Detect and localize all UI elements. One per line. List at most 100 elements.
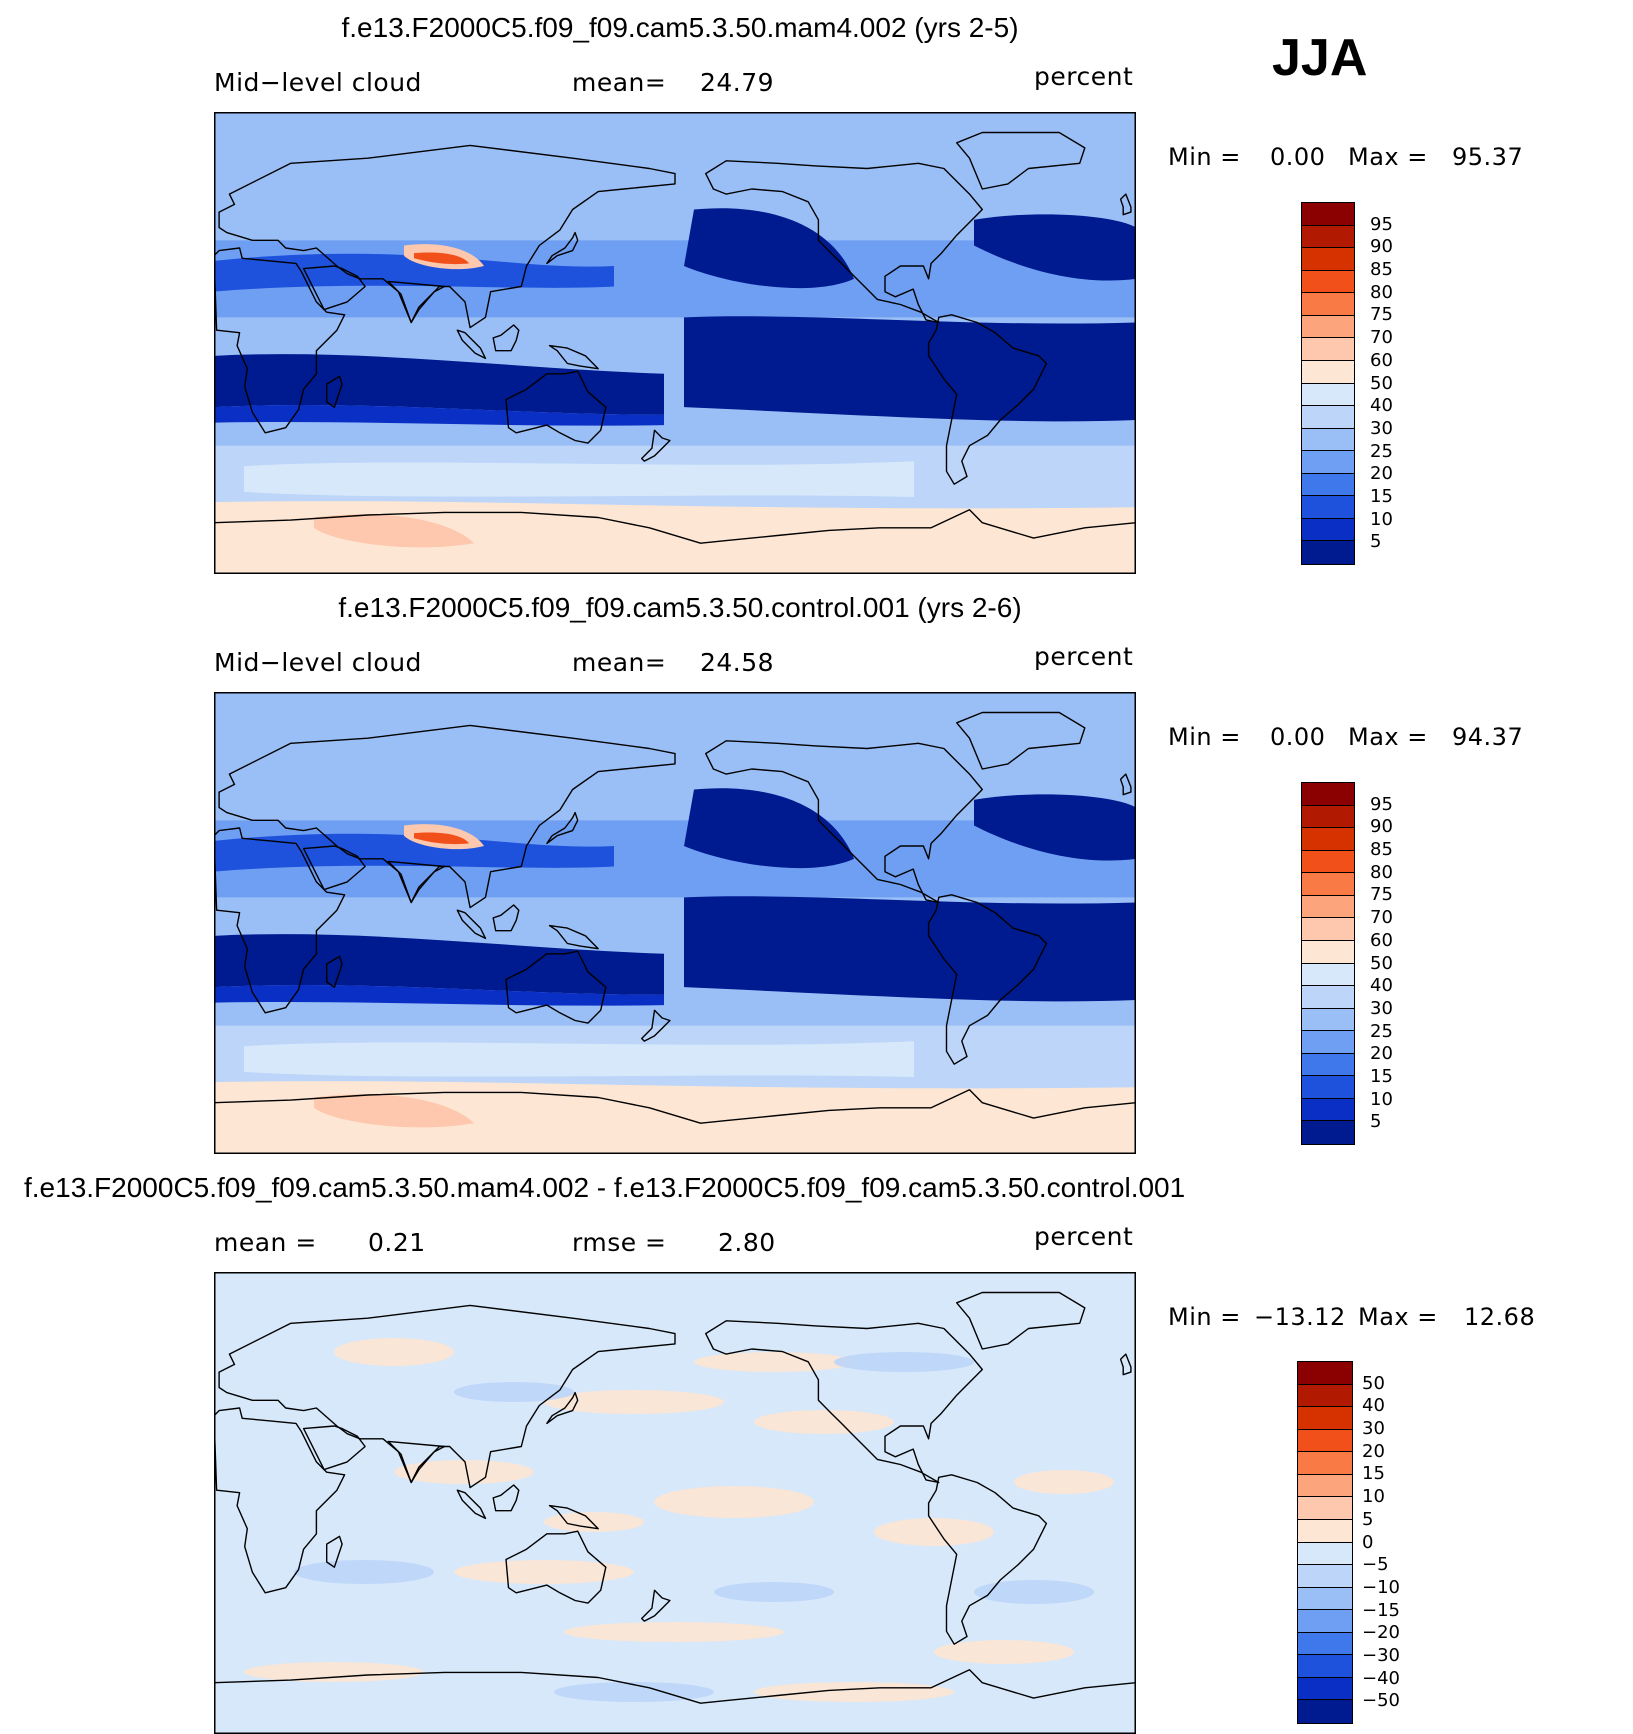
coast-australia bbox=[505, 1530, 607, 1604]
colorbar-tick-label: 15 bbox=[1362, 1463, 1385, 1485]
colorbar-tick-label: 25 bbox=[1370, 1020, 1393, 1042]
panel-3-rmse-label: rmse = bbox=[572, 1228, 667, 1257]
colorbar-swatch bbox=[1302, 406, 1354, 429]
colorbar-tick-label: 10 bbox=[1362, 1486, 1385, 1508]
coast-new-guinea bbox=[548, 924, 599, 950]
panel-1-map bbox=[214, 112, 1136, 574]
colorbar-swatch bbox=[1298, 1384, 1352, 1408]
colorbar-tick-label: 0 bbox=[1362, 1531, 1374, 1553]
coast-north-america bbox=[705, 1320, 983, 1484]
contour-region bbox=[564, 1622, 784, 1642]
coast-borneo bbox=[492, 904, 520, 932]
contour-region bbox=[214, 1081, 1136, 1154]
map-frame bbox=[214, 112, 1136, 574]
panel-1-title: f.e13.F2000C5.f09_f09.cam5.3.50.mam4.002… bbox=[341, 12, 1019, 43]
coast-madagascar bbox=[326, 955, 343, 988]
colorbar-tick-label: 15 bbox=[1370, 485, 1393, 507]
panel-3-min-label: Min = bbox=[1168, 1303, 1241, 1331]
panel-1-max-label: Max = bbox=[1348, 143, 1428, 171]
panel-3-max-value: 12.68 bbox=[1464, 1303, 1536, 1331]
colorbar-tick-label: −50 bbox=[1362, 1690, 1400, 1712]
colorbar-swatch bbox=[1302, 203, 1354, 226]
contour-region bbox=[454, 1560, 634, 1584]
contour-region bbox=[714, 1582, 834, 1602]
contour-region bbox=[544, 1512, 644, 1532]
coast-new-guinea bbox=[548, 344, 599, 370]
contour-region bbox=[334, 1338, 454, 1366]
coast-greenland bbox=[956, 131, 1086, 190]
colorbar-tick-label: 60 bbox=[1370, 929, 1393, 951]
colorbar-tick-label: 85 bbox=[1370, 259, 1393, 281]
colorbar-swatch bbox=[1302, 315, 1354, 339]
colorbar-swatch bbox=[1302, 1053, 1354, 1077]
panel-3-colorbar bbox=[1297, 1361, 1353, 1724]
colorbar-swatch bbox=[1302, 248, 1354, 271]
colorbar-swatch bbox=[1298, 1655, 1352, 1678]
colorbar-tick-label: −15 bbox=[1362, 1599, 1400, 1621]
colorbar-swatch bbox=[1298, 1587, 1352, 1611]
map-frame bbox=[214, 692, 1136, 1154]
colorbar-tick-label: 40 bbox=[1370, 395, 1393, 417]
colorbar-swatch bbox=[1302, 940, 1354, 964]
colorbar-swatch bbox=[1302, 473, 1354, 497]
coast-new-zealand bbox=[641, 1589, 671, 1622]
coast-eurasia bbox=[218, 144, 676, 329]
panel-2-colorbar bbox=[1301, 782, 1355, 1145]
colorbar-swatch bbox=[1302, 850, 1354, 874]
contour-region bbox=[874, 1518, 994, 1546]
colorbar-swatch bbox=[1302, 451, 1354, 474]
contour-region bbox=[414, 252, 469, 265]
coast-antarctica bbox=[214, 1089, 1136, 1154]
contour-region bbox=[694, 1352, 854, 1372]
coast-borneo bbox=[492, 1484, 520, 1512]
panel-1-min-label: Min = bbox=[1168, 143, 1241, 171]
coast-arabia bbox=[302, 265, 366, 311]
colorbar-tick-label: 40 bbox=[1362, 1395, 1385, 1417]
colorbar-swatch bbox=[1302, 1121, 1354, 1144]
contour-region bbox=[244, 461, 914, 497]
colorbar-swatch bbox=[1302, 1076, 1354, 1099]
panel-1-max-value: 95.37 bbox=[1452, 143, 1524, 171]
panel-1-colorbar bbox=[1301, 202, 1355, 565]
coast-antarctica bbox=[214, 509, 1136, 574]
panel-3-mean-value: 0.21 bbox=[368, 1228, 426, 1257]
coast-new-zealand bbox=[641, 1009, 671, 1042]
colorbar-swatch bbox=[1298, 1519, 1352, 1543]
coast-india bbox=[387, 1440, 446, 1484]
coast-india bbox=[387, 860, 446, 904]
colorbar-swatch bbox=[1302, 428, 1354, 452]
panel-2-min-value: 0.00 bbox=[1270, 723, 1326, 751]
panel-3-title: f.e13.F2000C5.f09_f09.cam5.3.50.mam4.002… bbox=[24, 1172, 1186, 1203]
contour-region bbox=[684, 788, 854, 869]
colorbar-swatch bbox=[1302, 383, 1354, 407]
colorbar-tick-label: 85 bbox=[1370, 839, 1393, 861]
contour-region bbox=[314, 1094, 474, 1128]
colorbar-tick-label: 95 bbox=[1370, 213, 1393, 235]
contour-region bbox=[394, 1460, 534, 1484]
colorbar-swatch bbox=[1298, 1700, 1352, 1723]
colorbar-swatch bbox=[1298, 1542, 1352, 1566]
colorbar-swatch bbox=[1298, 1565, 1352, 1588]
colorbar-tick-label: 90 bbox=[1370, 236, 1393, 258]
colorbar-swatch bbox=[1298, 1429, 1352, 1453]
colorbar-swatch bbox=[1302, 225, 1354, 249]
panel-2-max-label: Max = bbox=[1348, 723, 1428, 751]
coast-greenland bbox=[956, 711, 1086, 770]
colorbar-tick-label: −10 bbox=[1362, 1576, 1400, 1598]
coast-africa bbox=[214, 827, 346, 1014]
colorbar-tick-label: 70 bbox=[1370, 327, 1393, 349]
contour-region bbox=[554, 1682, 714, 1702]
coast-japan bbox=[546, 811, 579, 845]
colorbar-tick-label: 30 bbox=[1370, 997, 1393, 1019]
panel-2-units: percent bbox=[1034, 642, 1134, 671]
coast-uk bbox=[1119, 1353, 1132, 1376]
coast-sumatra bbox=[456, 329, 487, 360]
coast-new-zealand bbox=[641, 429, 671, 462]
season-label: JJA bbox=[1272, 29, 1368, 87]
colorbar-tick-label: 5 bbox=[1362, 1508, 1374, 1530]
panel-1-units: percent bbox=[1034, 62, 1134, 91]
colorbar-swatch bbox=[1302, 828, 1354, 851]
colorbar-tick-label: 50 bbox=[1362, 1372, 1385, 1394]
panel-2-max-value: 94.37 bbox=[1452, 723, 1524, 751]
contour-region bbox=[754, 1682, 954, 1702]
